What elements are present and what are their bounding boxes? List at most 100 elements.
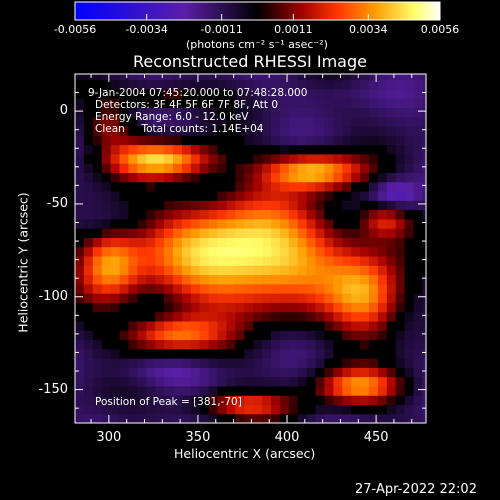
heatmap-cell [377, 302, 388, 313]
heatmap-cell [377, 163, 388, 173]
heatmap-cell [306, 395, 317, 406]
heatmap-cell [386, 163, 397, 173]
heatmap-cell [137, 228, 147, 238]
x-tick-label: 300 [96, 430, 122, 445]
heatmap-cell [386, 135, 397, 146]
heatmap-cell [137, 255, 147, 266]
heatmap-cell [110, 283, 121, 294]
heatmap-cell [146, 200, 156, 211]
heatmap-cell [128, 209, 138, 220]
heatmap-cell [395, 237, 406, 248]
heatmap-cell [413, 413, 424, 423]
heatmap-cell [181, 88, 192, 99]
heatmap-cell [306, 348, 317, 359]
heatmap-cell [217, 163, 228, 173]
heatmap-cell [288, 413, 299, 423]
heatmap-cell [75, 320, 85, 331]
heatmap-cell [404, 283, 415, 294]
heatmap-cell [262, 311, 272, 322]
heatmap-cell [110, 311, 121, 322]
heatmap-cell [306, 358, 317, 368]
heatmap-cell [360, 320, 370, 331]
heatmap-cell [164, 144, 174, 155]
heatmap-cell [181, 237, 192, 248]
heatmap-cell [172, 367, 183, 378]
heatmap-cell [190, 339, 201, 350]
heatmap-cell [413, 153, 424, 164]
heatmap-cell [110, 339, 121, 350]
heatmap-cell [172, 395, 183, 406]
heatmap-cell [92, 367, 103, 378]
heatmap-cell [351, 209, 361, 220]
heatmap-cell [226, 107, 236, 118]
heatmap-cell [208, 358, 219, 368]
heatmap-cell [270, 74, 281, 81]
heatmap-cell [137, 413, 147, 423]
heatmap-cell [270, 358, 281, 368]
heatmap-cell [217, 172, 228, 183]
heatmap-cell [92, 163, 103, 173]
heatmap-cell [395, 302, 406, 313]
heatmap-cell [110, 395, 121, 406]
heatmap-cell [386, 107, 397, 118]
heatmap-cell [360, 404, 370, 415]
heatmap-cell [404, 88, 415, 99]
heatmap-cell [92, 320, 103, 331]
heatmap-cell [199, 311, 210, 322]
heatmap-cell [422, 255, 426, 266]
heatmap-cell [395, 376, 406, 387]
heatmap-cell [155, 395, 165, 406]
heatmap-cell [199, 144, 210, 155]
heatmap-cell [226, 302, 236, 313]
heatmap-cell [333, 228, 343, 238]
heatmap-cell [155, 125, 165, 136]
heatmap-cell [262, 274, 272, 285]
heatmap-cell [333, 348, 343, 359]
heatmap-cell [262, 125, 272, 136]
heatmap-cell [404, 153, 415, 164]
heatmap-cell [226, 293, 236, 303]
heatmap-cell [146, 302, 156, 313]
heatmap-cell [208, 107, 219, 118]
heatmap-cell [351, 88, 361, 99]
colorbar [74, 1, 441, 21]
heatmap-cell [101, 385, 112, 396]
heatmap-cell [395, 404, 406, 415]
heatmap-cell [101, 190, 112, 201]
heatmap-cell [270, 330, 281, 341]
heatmap-cell [75, 125, 85, 136]
heatmap-cell [208, 172, 219, 183]
heatmap-cell [333, 135, 343, 146]
heatmap-cell [172, 330, 183, 341]
heatmap-cell [342, 153, 352, 164]
heatmap-cell [360, 88, 370, 99]
heatmap-cell [217, 413, 228, 423]
heatmap-cell [190, 376, 201, 387]
heatmap-cell [262, 218, 272, 229]
heatmap-cell [226, 358, 236, 368]
heatmap-cell [288, 163, 299, 173]
heatmap-cell [146, 348, 156, 359]
heatmap-cell [413, 135, 424, 146]
heatmap-cell [172, 228, 183, 238]
heatmap-cell [110, 293, 121, 303]
heatmap-cell [92, 228, 103, 238]
heatmap-cell [324, 74, 334, 81]
heatmap-cell [333, 265, 343, 276]
heatmap-cell [377, 228, 388, 238]
heatmap-cell [155, 265, 165, 276]
heatmap-cell [413, 190, 424, 201]
heatmap-cell [146, 265, 156, 276]
heatmap-cell [181, 330, 192, 341]
heatmap-cell [413, 98, 424, 109]
heatmap-cell [226, 153, 236, 164]
heatmap-cell [226, 255, 236, 266]
heatmap-cell [395, 311, 406, 322]
heatmap-cell [422, 144, 426, 155]
heatmap-cell [262, 172, 272, 183]
heatmap-cell [395, 125, 406, 136]
heatmap-cell [244, 181, 254, 192]
heatmap-cell [404, 246, 415, 257]
heatmap-cell [110, 330, 121, 341]
heatmap-cell [235, 107, 245, 118]
